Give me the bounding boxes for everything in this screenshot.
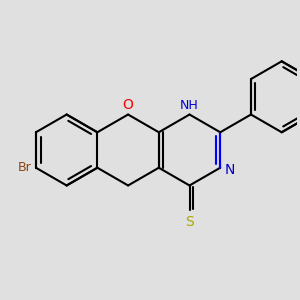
Text: NH: NH <box>180 99 199 112</box>
Text: S: S <box>185 214 194 229</box>
Text: Br: Br <box>18 161 32 174</box>
Text: O: O <box>123 98 134 112</box>
Text: N: N <box>224 163 235 176</box>
